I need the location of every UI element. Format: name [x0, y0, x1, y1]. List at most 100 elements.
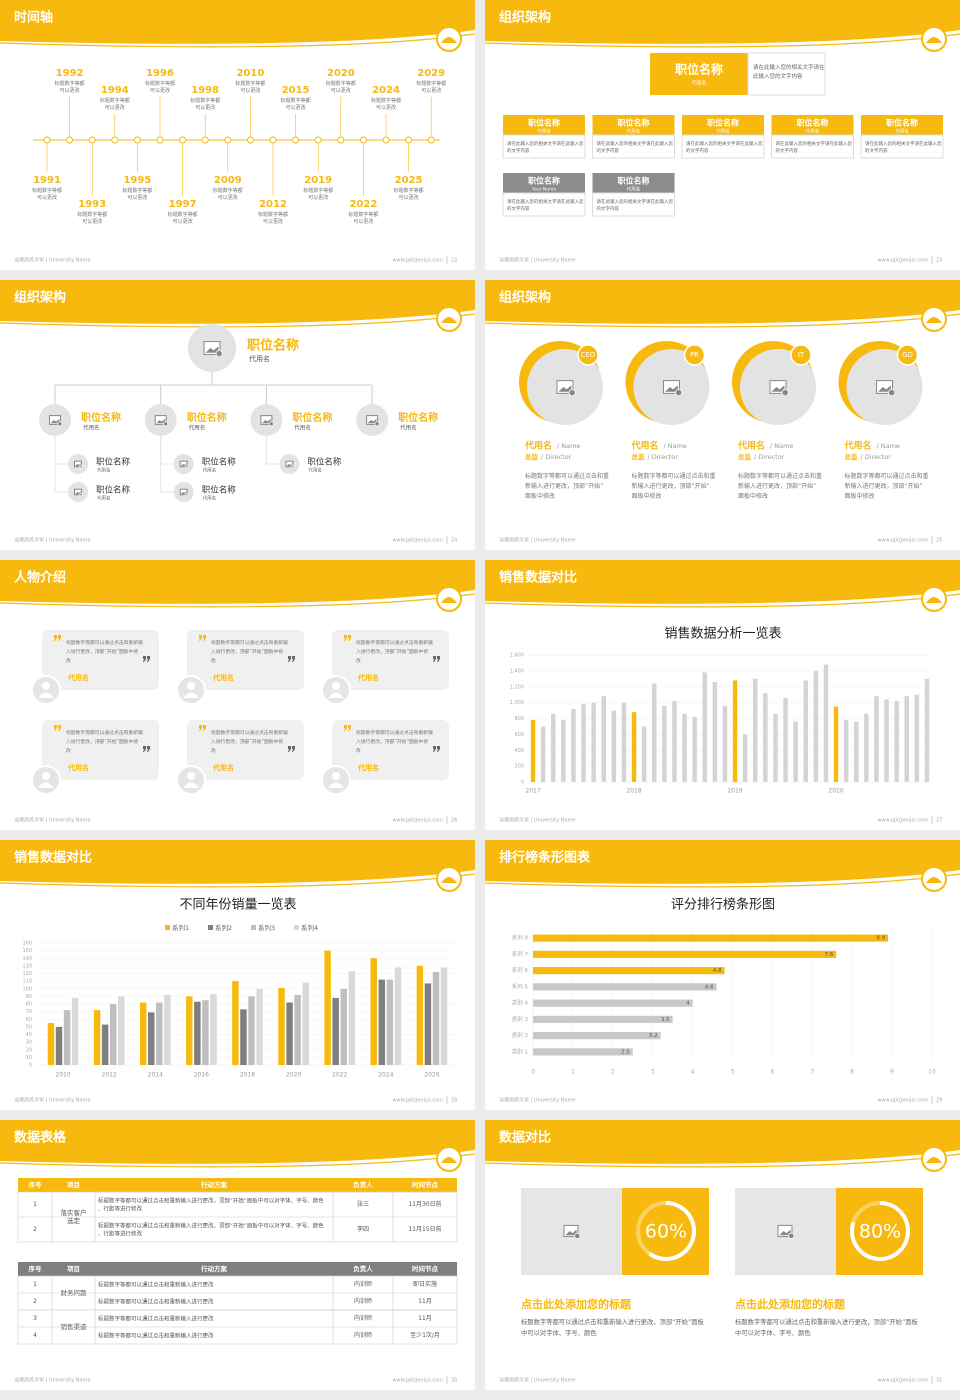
quote-text: 标题数字等都可以通过点击和重新输入进行更改，顶部“开始”面板中修改 [356, 639, 433, 664]
box-text: 请在此输入您的相关文字请在此输入您的文字内容 [597, 140, 674, 154]
quote-mark [147, 746, 150, 752]
child-sub: 代用名 [308, 467, 322, 474]
image-icon-mountain [558, 385, 572, 392]
quote-mark [348, 635, 351, 641]
logo-mark [926, 877, 942, 883]
timeline-dot [111, 136, 119, 144]
y-tick-label: 100 [22, 986, 32, 992]
box-name: 职位名称 [707, 118, 739, 128]
timeline-year: 2015 [282, 85, 310, 96]
box-text: 请在此输入您的相关文字请在此输入您的文字内容 [597, 198, 674, 212]
header-line [484, 873, 960, 888]
footer-school: 当得高校大学 | University Name [14, 817, 90, 824]
box-header [592, 115, 675, 135]
bar [202, 1000, 209, 1065]
org-line [54, 436, 68, 493]
value-label: 8.9 [876, 936, 885, 942]
header-band [0, 560, 475, 604]
child-name: 职位名称 [202, 457, 237, 468]
page-number: 28 [451, 1098, 457, 1104]
logo-mark [441, 317, 457, 323]
text-line: 标题数字等都可以通过点击和重 [525, 472, 609, 480]
timeline-dot [43, 136, 51, 144]
text-line: 标题数字等都 [235, 80, 265, 87]
bar [753, 678, 758, 782]
quote-mark [58, 635, 61, 641]
text-line: 标题数字等都 [371, 97, 401, 104]
bar [874, 696, 879, 782]
bar [148, 1012, 155, 1065]
bar [340, 988, 347, 1065]
image-icon-plus [79, 464, 83, 469]
logo-mark [926, 37, 942, 43]
text-line: 改 [66, 747, 71, 754]
box-name: 职位名称 [797, 118, 829, 128]
legend-swatch [294, 925, 299, 930]
quote-name: 代用名 [212, 763, 234, 772]
text-line: 选定 [67, 1216, 81, 1225]
legend-label: 系列2 [215, 923, 232, 932]
bar [854, 721, 859, 782]
header-band [0, 0, 475, 44]
logo-mark [441, 597, 457, 603]
logo-mark [926, 317, 942, 323]
text-line: 标题数字等都可以通过点击和重新输入进行更改，顶部“开始”面板 [735, 1317, 919, 1326]
member-name: 职位名称 [81, 411, 121, 424]
text-line: 销售渠道 [61, 1322, 88, 1331]
bar [813, 670, 819, 782]
box-sub: 代用名 [627, 186, 641, 193]
table-project: 销售渠道 [61, 1322, 88, 1331]
timeline-dot [201, 136, 209, 144]
header-line [0, 1153, 476, 1168]
timeline-year: 1994 [101, 85, 129, 96]
y-tick-label: 系列 8 [512, 934, 529, 942]
avatar-body [328, 692, 344, 698]
image-icon-plus [185, 492, 189, 497]
image-icon [260, 415, 273, 425]
quote-card [332, 720, 449, 780]
text-line: 标题数字等都可以通过点击和重 [845, 472, 929, 480]
slide-title: 人物介绍 [14, 570, 66, 586]
bar [692, 716, 697, 782]
value-label: 7.6 [824, 952, 833, 958]
timeline-text: 标题数字等都可以更改 [281, 97, 311, 111]
bar [924, 678, 930, 782]
header-line [484, 593, 960, 608]
image-icon-plus [888, 389, 896, 397]
text-line: 请在此输入您的相关文字请在此输入您 [686, 140, 763, 147]
person-name-en: / Name [557, 442, 580, 450]
legend-label: 系列3 [258, 923, 275, 932]
avatar-head [42, 682, 50, 690]
y-tick-label: 类别 3 [512, 1015, 529, 1023]
timeline-dot [133, 136, 141, 144]
bar [763, 693, 768, 782]
text-line: 标题数字等都 [145, 80, 175, 87]
text-line: 标题数字等都 [55, 80, 85, 87]
y-tick-label: 60 [26, 1017, 32, 1023]
table-header-cell: 行动方案 [200, 1264, 228, 1273]
bar [139, 1002, 147, 1065]
text-line: 中可以对字体、字号、颜色 [521, 1328, 597, 1337]
head-sub: 代用名 [249, 354, 270, 363]
timeline-year: 2029 [417, 68, 445, 79]
person-name-en: / Name [770, 442, 793, 450]
bar [378, 979, 386, 1065]
image-icon-mountain [565, 1229, 577, 1236]
slide-title: 组织架构 [499, 10, 551, 26]
bar [833, 706, 839, 782]
text-line: 标题数字等都可以通过点击和重新输入进行更改 [98, 1314, 214, 1322]
text-line: 标题数字等都可以通过点击和重新输 [356, 729, 433, 736]
bar [278, 987, 285, 1065]
quote-text: 标题数字等都可以通过点击和重新输入进行更改，顶部“开始”面板中修改 [211, 729, 288, 754]
text-line: 标题数字等都可以通过点击和重新输 [356, 639, 433, 646]
quote-card [332, 630, 449, 690]
avatar-body [183, 692, 199, 698]
member-sub: 代用名 [189, 424, 206, 432]
bar [533, 1032, 661, 1040]
legend-swatch [251, 925, 256, 930]
image-icon-plus [568, 389, 576, 397]
timeline-year: 1997 [169, 199, 197, 210]
timeline-text: 标题数字等都可以更改 [394, 187, 424, 201]
